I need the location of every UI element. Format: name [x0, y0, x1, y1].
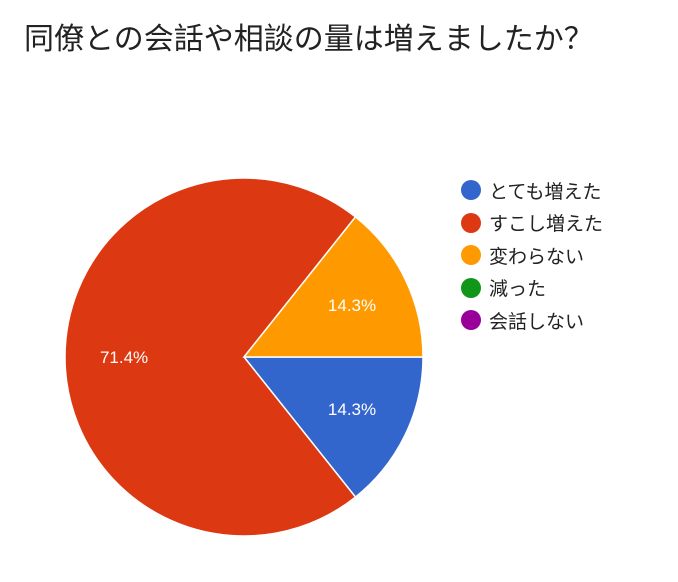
chart-legend: とても増えた すこし増えた 変わらない減った会話しない: [461, 174, 603, 337]
pie-slice-2: [64, 177, 357, 537]
pie-data-labels: 14.3% 71.4% 14.3%: [100, 296, 376, 419]
legend-label-2: すこし増えた: [489, 213, 604, 236]
legend-label-5: 会話しない: [489, 310, 585, 333]
legend-label-3: 変わらない: [489, 245, 585, 268]
legend-label-1: とても増えた: [489, 180, 602, 203]
pie-slice-1: [242, 356, 424, 499]
legend-swatch-2: [461, 212, 481, 233]
legend-item-3: 変わらない: [461, 239, 603, 272]
pie-slice-3: [242, 215, 424, 358]
legend-item-2: すこし増えた: [461, 207, 603, 240]
pie-slices: [64, 177, 424, 537]
data-label-3: 14.3%: [328, 296, 376, 315]
data-label-2: 71.4%: [100, 348, 148, 367]
legend-swatch-4: [461, 277, 481, 298]
legend-item-4: 減った: [461, 272, 603, 305]
legend-swatch-5: [461, 310, 481, 331]
legend-item-5: 会話しない: [461, 304, 603, 337]
legend-label-4: 減った: [489, 278, 547, 301]
chart-title: 同僚との会話や相談の量は増えましたか？: [24, 22, 594, 57]
legend-swatch-1: [461, 180, 481, 201]
data-label-1: 14.3%: [328, 400, 376, 419]
legend-item-1: とても増えた: [461, 174, 603, 207]
legend-swatch-3: [461, 245, 481, 266]
